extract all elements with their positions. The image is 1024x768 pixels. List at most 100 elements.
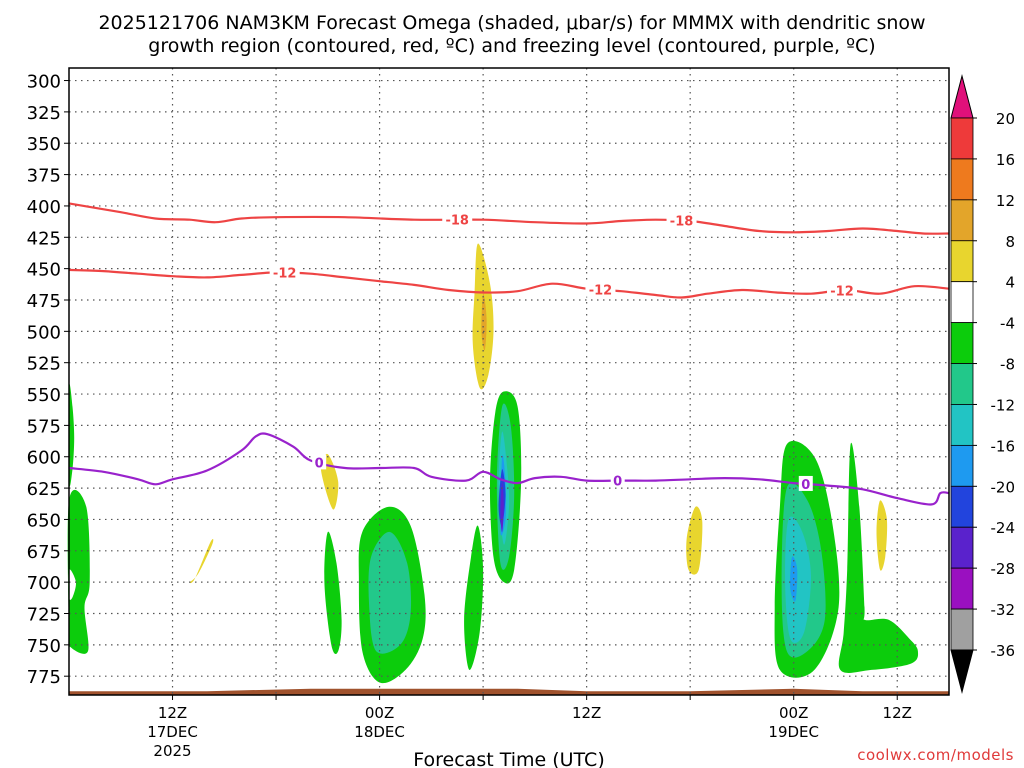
ytick-label-475: 475 [27,291,61,312]
colorbar-band-10 [950,526,974,569]
omega-shading-layer [67,243,919,684]
colorbar-band-1 [950,158,974,201]
xtick-label-12-line3: 2025 [153,742,191,760]
omega-region-2 [68,569,76,600]
colorbar-band-8 [950,444,974,487]
minus12-isotherm-label-2: -12 [830,284,854,299]
xtick-label-24-line2: 18DEC [354,723,405,741]
ytick-label-700: 700 [27,573,61,594]
ytick-label-375: 375 [27,166,61,187]
omega-region-3 [189,538,214,584]
colorbar-band-11 [950,567,974,610]
terrain-layer [69,688,949,695]
chart-title-line2: growth region (contoured, red, ºC) and f… [148,35,876,57]
ytick-label-350: 350 [27,134,61,155]
colorbar-band-0 [950,117,974,160]
minus18-isotherm-label-0: -18 [445,214,469,229]
colorbar-band-5 [950,322,974,364]
freezing-level-label-bg-0 [312,454,327,470]
colorbar-band-2 [950,199,974,242]
xtick-label-36-line1: 12Z [572,704,601,722]
ytick-label-625: 625 [27,479,61,500]
colorbar: 20 16 12 8 4 -4 -8 -12 -16 -20 -24 -28 -32 -36 [950,74,1016,694]
omega-region-17 [686,506,703,575]
omega-region-23 [876,500,888,571]
colorbar-label-0: 20 [996,110,1015,128]
watermark: coolwx.com/models [857,746,1014,764]
colorbar-label-12: -32 [991,601,1016,619]
freezing-level-label-bg-1 [610,472,625,488]
ytick-label-425: 425 [27,228,61,249]
ytick-label-325: 325 [27,103,61,124]
colorbar-top-arrow [950,74,974,119]
ytick-label-500: 500 [27,322,61,343]
colorbar-band-6 [950,363,974,405]
ytick-label-775: 775 [27,667,61,688]
ytick-label-550: 550 [27,385,61,406]
colorbar-band-4 [950,281,974,324]
omega-region-0 [68,384,75,487]
omega-region-10 [464,525,484,671]
freezing-level-label-bg-2 [798,475,813,491]
ytick-label-450: 450 [27,260,61,281]
colorbar-band-12 [950,608,974,651]
colorbar-label-3: 8 [1005,233,1015,251]
colorbar-label-5: -4 [1000,315,1015,333]
ytick-label-650: 650 [27,510,61,531]
ytick-label-300: 300 [27,72,61,93]
minus18-isotherm-label-1: -18 [670,215,694,230]
contour-layer: -18 -18 -12 -12 -12 0 0 0 [68,202,950,506]
ytick-label-675: 675 [27,542,61,563]
omega-region-7 [368,531,412,654]
ytick-label-400: 400 [27,197,61,218]
ytick-label-575: 575 [27,416,61,437]
colorbar-label-6: -8 [1000,356,1015,374]
minus12-isotherm-label-1: -12 [589,284,613,299]
colorbar-band-7 [950,404,974,446]
minus12-isotherm-label-bg-0 [269,264,300,280]
minus12-isotherm-label-0: -12 [273,267,297,282]
minus18-isotherm [68,202,950,235]
colorbar-label-8: -16 [991,437,1016,455]
colorbar-label-7: -12 [991,396,1016,414]
colorbar-bottom-arrow [950,649,974,694]
minus12-isotherm-label-bg-2 [827,282,858,298]
colorbar-label-13: -36 [991,642,1016,660]
freezing-level-label-0: 0 [315,456,324,471]
omega-region-9 [481,293,487,351]
colorbar-label-1: 16 [996,151,1015,169]
chart-title-line1: 2025121706 NAM3KM Forecast Omega (shaded… [98,12,926,34]
terrain-surface [69,688,949,695]
ytick-label-525: 525 [27,354,61,375]
freezing-level-label-2: 0 [801,478,810,493]
xtick-label-12-line2: 17DEC [147,723,198,741]
omega-region-22 [838,442,919,673]
plot-frame [68,67,950,696]
ytick-label-725: 725 [27,604,61,625]
colorbar-band-9 [950,485,974,528]
xtick-label-48-line1: 00Z [779,704,808,722]
freezing-level-label-1: 0 [613,475,622,490]
colorbar-band-3 [950,240,974,283]
ytick-label-750: 750 [27,636,61,657]
xtick-label-54-line1: 12Z [883,704,912,722]
colorbar-label-2: 12 [996,192,1015,210]
colorbar-label-9: -20 [991,478,1016,496]
ytick-label-600: 600 [27,448,61,469]
minus18-isotherm-label-bg-0 [442,211,473,227]
omega-region-1 [67,489,90,654]
minus12-isotherm-label-bg-1 [585,281,616,297]
xtick-label-24-line1: 00Z [365,704,394,722]
omega-region-20 [785,516,812,644]
minus18-isotherm-label-bg-1 [666,212,697,228]
colorbar-label-4: 4 [1005,274,1015,292]
minus12-isotherm [68,268,950,299]
omega-region-5 [324,531,342,655]
colorbar-label-11: -28 [991,560,1016,578]
xtick-label-12-line1: 12Z [158,704,187,722]
colorbar-label-10: -24 [991,519,1016,537]
x-axis-title: Forecast Time (UTC) [413,749,604,768]
xtick-label-48-line2: 19DEC [768,723,819,741]
